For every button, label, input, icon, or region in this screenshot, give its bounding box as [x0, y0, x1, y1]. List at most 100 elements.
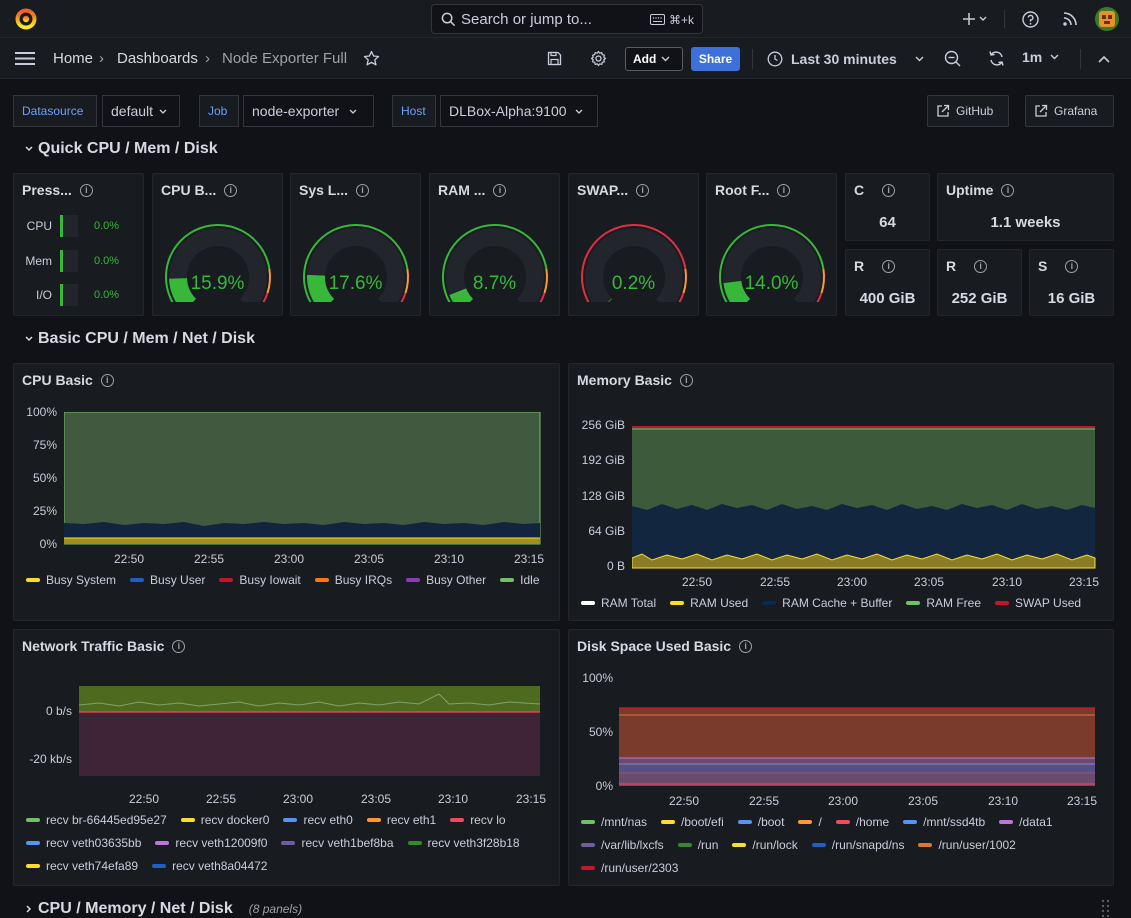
legend-item[interactable]: RAM Free [906, 594, 981, 611]
legend-item[interactable]: recv eth1 [366, 811, 436, 828]
info-icon[interactable]: i [79, 183, 93, 197]
legend-label: recv veth3f28b18 [427, 835, 520, 850]
legend-item[interactable]: /mnt/nas [581, 813, 647, 830]
ram-cache-area [632, 504, 1095, 568]
legend-item[interactable]: recv veth1bef8ba [281, 834, 394, 851]
info-icon[interactable]: i [739, 639, 753, 653]
legend-item[interactable]: /run/lock [732, 836, 798, 853]
legend-item[interactable]: recv docker0 [180, 811, 269, 828]
github-link[interactable]: GitHub [927, 95, 1009, 127]
panel-title[interactable]: Root F... i [715, 182, 791, 198]
help-button[interactable] [1020, 9, 1040, 29]
refresh-icon[interactable] [988, 50, 1005, 67]
legend-item[interactable]: /var/lib/lxcfs [581, 836, 664, 853]
panel-title[interactable]: CPU B... i [161, 182, 238, 198]
gear-icon[interactable] [590, 50, 607, 67]
info-icon[interactable]: i [1065, 259, 1079, 273]
legend-item[interactable]: Busy Iowait [219, 571, 301, 588]
chevron-up-icon[interactable] [1098, 55, 1110, 63]
info-icon[interactable]: i [224, 183, 238, 197]
info-icon[interactable]: i [974, 259, 988, 273]
row-header-collapsed[interactable]: CPU / Memory / Net / Disk (8 panels) [24, 900, 302, 918]
info-icon[interactable]: i [356, 183, 370, 197]
legend-item[interactable]: /boot [737, 813, 784, 830]
host-select[interactable]: DLBox-Alpha:9100 [440, 95, 598, 127]
legend-item[interactable]: recv veth03635bb [26, 834, 141, 851]
panel-title[interactable]: Disk Space Used Basic i [577, 638, 753, 654]
legend-item[interactable]: Busy User [130, 571, 205, 588]
legend-item[interactable]: /data1 [999, 813, 1053, 830]
breadcrumb-home[interactable]: Home [53, 50, 94, 67]
legend-item[interactable]: /run/user/2303 [581, 859, 678, 876]
info-icon[interactable]: i [882, 259, 896, 273]
pressure-bar [60, 250, 78, 272]
refresh-interval-picker[interactable]: 1m [1022, 49, 1059, 65]
drag-handle-icon[interactable] [1101, 899, 1111, 918]
save-icon[interactable] [547, 51, 562, 66]
info-icon[interactable]: i [100, 373, 114, 387]
news-button[interactable] [1060, 9, 1080, 29]
legend-item[interactable]: RAM Cache + Buffer [762, 594, 892, 611]
legend-item[interactable]: recv veth12009f0 [155, 834, 267, 851]
search-bar[interactable]: Search or jump to... ⌘+k [431, 4, 703, 34]
gauge-threshold-ok [442, 224, 548, 302]
legend-label: Busy Iowait [239, 572, 301, 587]
legend-item[interactable]: Busy System [26, 571, 116, 588]
legend-item[interactable]: recv lo [450, 811, 506, 828]
legend-item[interactable]: recv veth3f28b18 [407, 834, 520, 851]
panel-title[interactable]: Uptime i [946, 182, 1015, 198]
legend-item[interactable]: recv veth8a04472 [152, 857, 267, 874]
panel-title[interactable]: Network Traffic Basic i [22, 638, 186, 654]
legend-item[interactable]: recv eth0 [283, 811, 353, 828]
legend-item[interactable]: /home [835, 813, 889, 830]
info-icon[interactable]: i [679, 373, 693, 387]
breadcrumb-dashboards[interactable]: Dashboards [117, 50, 198, 67]
panel-title[interactable]: Press... i [22, 182, 93, 198]
legend-item[interactable]: /run/snapd/ns [811, 836, 904, 853]
datasource-select[interactable]: default [102, 95, 180, 127]
row-header-quick[interactable]: Quick CPU / Mem / Disk [24, 140, 218, 158]
info-icon[interactable]: i [1001, 183, 1015, 197]
info-icon[interactable]: i [882, 183, 896, 197]
share-button[interactable]: Share [691, 47, 740, 71]
add-button[interactable]: Add [625, 47, 683, 71]
legend-item[interactable]: Busy Other [406, 571, 486, 588]
legend-item[interactable]: /boot/efi [661, 813, 724, 830]
new-menu-button[interactable] [960, 9, 992, 29]
legend-item[interactable]: recv veth74efa89 [26, 857, 138, 874]
time-range-picker[interactable]: Last 30 minutes [767, 47, 927, 71]
panel-title[interactable]: SWAP... i [577, 182, 650, 198]
panel-title[interactable]: CPU Basic i [22, 372, 114, 388]
info-icon[interactable]: i [172, 639, 186, 653]
legend-item[interactable]: RAM Used [670, 594, 748, 611]
legend-item[interactable]: /run [677, 836, 718, 853]
legend-item[interactable]: /run/user/1002 [918, 836, 1016, 853]
legend-item[interactable]: / [798, 813, 822, 830]
menu-icon[interactable] [15, 51, 35, 66]
info-icon[interactable]: i [636, 183, 650, 197]
panel-title[interactable]: Memory Basic i [577, 372, 693, 388]
grafana-logo-icon[interactable] [14, 7, 38, 31]
star-icon[interactable] [363, 50, 380, 67]
row-header-basic[interactable]: Basic CPU / Mem / Net / Disk [24, 330, 255, 348]
refresh-interval-label: 1m [1022, 49, 1043, 65]
legend-item[interactable]: Idle [500, 571, 540, 588]
panel-title[interactable]: RAM ... i [438, 182, 507, 198]
legend-item[interactable]: RAM Total [581, 594, 656, 611]
info-icon[interactable]: i [493, 183, 507, 197]
legend-item[interactable]: SWAP Used [995, 594, 1081, 611]
legend-item[interactable]: Busy IRQs [314, 571, 392, 588]
grafana-link[interactable]: Grafana [1025, 95, 1114, 127]
legend-item[interactable]: recv br-66445ed95e27 [26, 811, 167, 828]
legend-item[interactable]: /mnt/ssd4tb [903, 813, 985, 830]
info-icon[interactable]: i [777, 183, 791, 197]
panel-title[interactable]: Sys L... i [299, 182, 370, 198]
ram-used-area [632, 553, 1096, 569]
user-avatar[interactable] [1095, 7, 1119, 31]
zoom-out-icon[interactable] [944, 50, 961, 67]
job-select[interactable]: node-exporter [243, 95, 374, 127]
